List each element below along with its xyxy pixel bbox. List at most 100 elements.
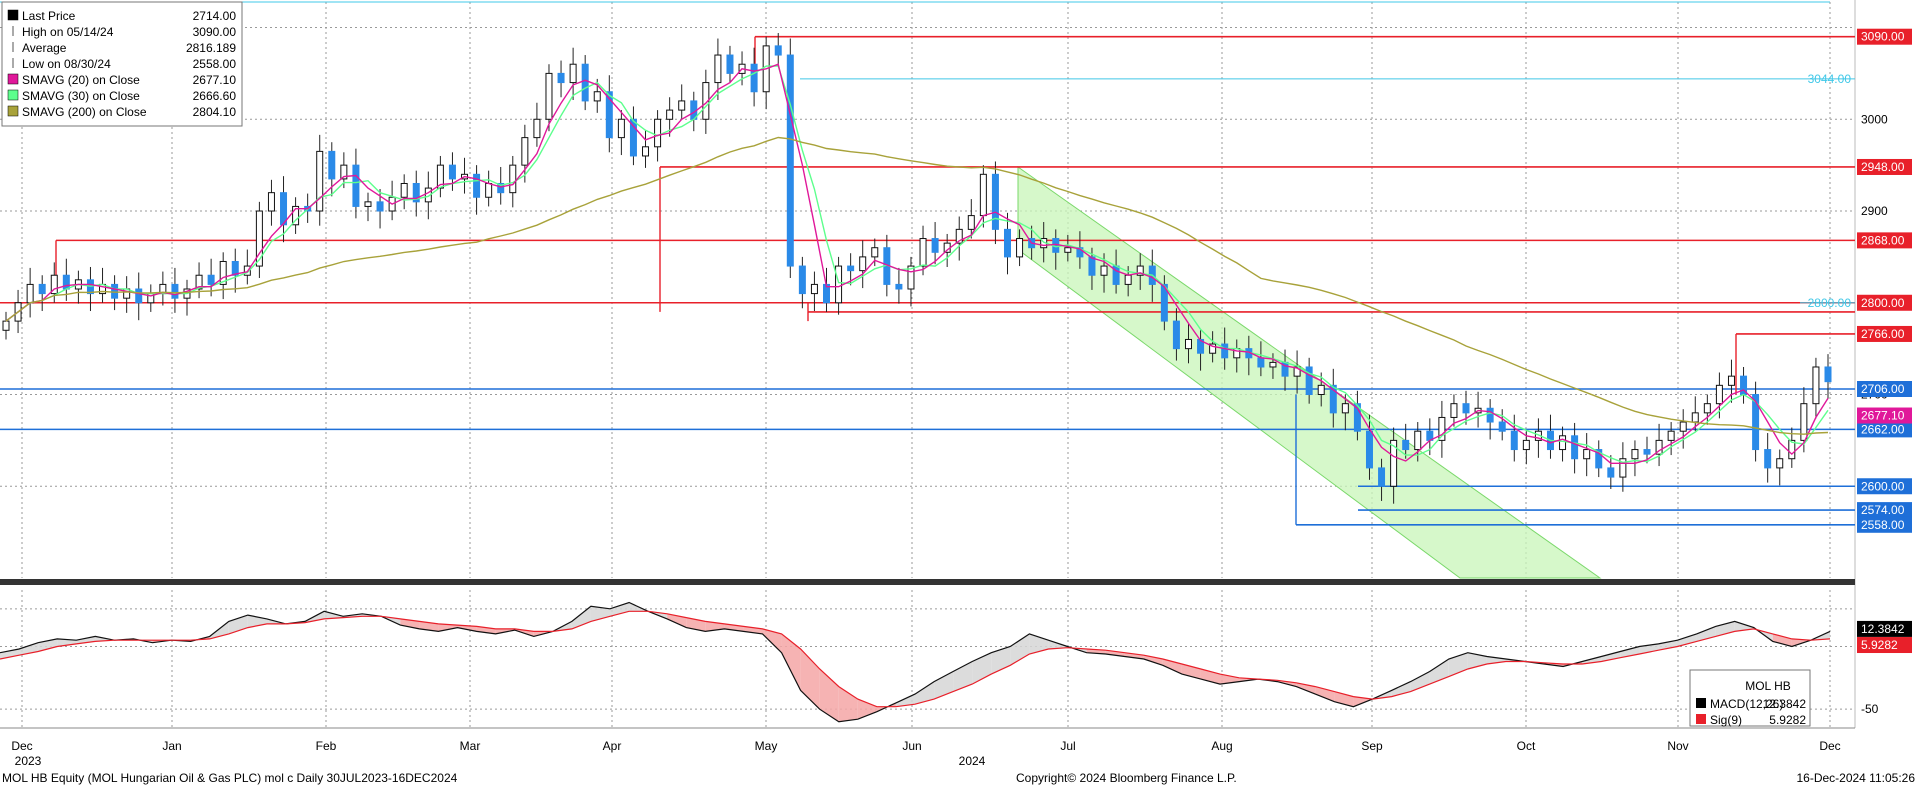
footer: MOL HB Equity (MOL Hungarian Oil & Gas P… bbox=[2, 771, 1915, 785]
level-label: 2800.00 bbox=[1808, 296, 1852, 310]
candle-body bbox=[1269, 361, 1277, 368]
macd-fill bbox=[571, 606, 591, 629]
candle-body bbox=[62, 274, 70, 290]
level-badge bbox=[1857, 502, 1912, 519]
candle-body bbox=[1607, 467, 1615, 478]
macd-fill bbox=[1658, 640, 1678, 651]
legend-label: MACD(12,26) bbox=[1710, 697, 1783, 711]
x-year-label: 2023 bbox=[15, 754, 42, 768]
macd-fill bbox=[1391, 681, 1411, 697]
macd-badge-label: 5.9282 bbox=[1861, 638, 1898, 652]
legend-value: 2558.00 bbox=[193, 57, 237, 71]
candle-body bbox=[1776, 458, 1784, 469]
legend-label: Sig(9) bbox=[1710, 713, 1742, 727]
macd-fill bbox=[228, 615, 248, 634]
candle-body bbox=[967, 215, 975, 230]
candle-body bbox=[316, 150, 324, 212]
legend-label: High on 05/14/24 bbox=[22, 25, 114, 39]
candle-body bbox=[1462, 403, 1470, 414]
macd-fill bbox=[1410, 671, 1430, 692]
legend-swatch bbox=[1696, 714, 1706, 724]
level-badge bbox=[1857, 28, 1912, 45]
price-panel: 300029002800270026003090.002948.002868.0… bbox=[0, 0, 1912, 728]
panel-separator bbox=[0, 579, 1855, 585]
candle-body bbox=[1353, 403, 1361, 432]
candle-body bbox=[1486, 407, 1494, 423]
candle-body bbox=[702, 82, 710, 120]
legend-swatch bbox=[7, 9, 19, 21]
x-tick-label: Dec bbox=[11, 739, 32, 753]
x-tick-label: Aug bbox=[1211, 739, 1232, 753]
level-badge bbox=[1857, 478, 1912, 495]
y-tick-label: 2900 bbox=[1861, 204, 1888, 218]
legend-value: 2677.10 bbox=[193, 73, 237, 87]
candle-body bbox=[38, 283, 46, 295]
candle-body bbox=[219, 260, 227, 285]
y-tick-label: 3000 bbox=[1861, 112, 1888, 126]
candle-body bbox=[340, 164, 348, 180]
candle-body bbox=[1679, 421, 1687, 432]
candle-body bbox=[255, 210, 263, 267]
candle-body bbox=[581, 63, 589, 102]
candle-body bbox=[714, 54, 722, 84]
candle-body bbox=[1510, 430, 1518, 451]
candle-body bbox=[412, 182, 420, 203]
candle-body bbox=[931, 238, 939, 253]
candle-body bbox=[376, 201, 384, 212]
macd-badge bbox=[1857, 637, 1912, 654]
level-badge-label: 2948.00 bbox=[1861, 160, 1905, 174]
ma-badge-label: 2677.10 bbox=[1861, 409, 1905, 423]
macd-fill bbox=[838, 686, 858, 722]
candle-body bbox=[678, 100, 686, 111]
macd-fill bbox=[1429, 659, 1449, 685]
candle-body bbox=[400, 182, 408, 198]
candle-body bbox=[642, 146, 650, 157]
candle-body bbox=[895, 283, 903, 290]
level-badge-label: 2706.00 bbox=[1861, 382, 1905, 396]
legend-label: Low on 08/30/24 bbox=[22, 57, 111, 71]
macd-fill bbox=[934, 671, 954, 700]
level-badge bbox=[1857, 325, 1912, 342]
candle-body bbox=[774, 45, 782, 56]
candle-body bbox=[2, 320, 10, 331]
x-axis: Dec Jan Feb Mar Apr May Jun Jul Aug Sep Oct Nov Dec2… bbox=[0, 727, 1855, 768]
x-tick-label: Jun bbox=[902, 739, 921, 753]
macd-fill bbox=[1296, 682, 1316, 695]
candle-body bbox=[955, 228, 963, 244]
candle-body bbox=[1209, 343, 1217, 354]
legend-label: SMAVG (30) on Close bbox=[22, 89, 140, 103]
candle-body bbox=[557, 72, 565, 84]
x-tick-label: Apr bbox=[603, 739, 622, 753]
macd-fill bbox=[1696, 626, 1716, 642]
candle-body bbox=[135, 288, 143, 304]
level-badge-label: 2662.00 bbox=[1861, 422, 1905, 436]
candle-body bbox=[171, 283, 179, 299]
candle-body bbox=[629, 118, 637, 157]
level-badge bbox=[1857, 158, 1912, 175]
x-year-label: 2024 bbox=[959, 754, 986, 768]
ma-badge bbox=[1857, 407, 1912, 424]
candle-body bbox=[1571, 435, 1579, 460]
candle-body bbox=[1800, 403, 1808, 441]
macd-fill bbox=[0, 648, 20, 659]
macd-fill bbox=[876, 702, 896, 712]
level-badge-label: 2558.00 bbox=[1861, 518, 1905, 532]
candle-body bbox=[1583, 449, 1591, 460]
macd-fill bbox=[1677, 633, 1697, 647]
candle-body bbox=[569, 63, 577, 84]
candle-body bbox=[207, 274, 215, 285]
candle-body bbox=[1522, 439, 1530, 451]
candle-body bbox=[1257, 357, 1265, 368]
candle-body bbox=[1088, 256, 1096, 276]
legend-value: 2804.10 bbox=[193, 105, 237, 119]
legend-label: Average bbox=[22, 41, 67, 55]
candle-body bbox=[448, 164, 456, 180]
candle-body bbox=[533, 118, 541, 139]
level-label: 3044.00 bbox=[1808, 72, 1852, 86]
legend-swatch bbox=[1696, 698, 1706, 708]
candle-body bbox=[1595, 449, 1603, 469]
x-tick-label: Mar bbox=[460, 739, 481, 753]
level-badge bbox=[1857, 516, 1912, 533]
candle-body bbox=[1402, 439, 1410, 451]
